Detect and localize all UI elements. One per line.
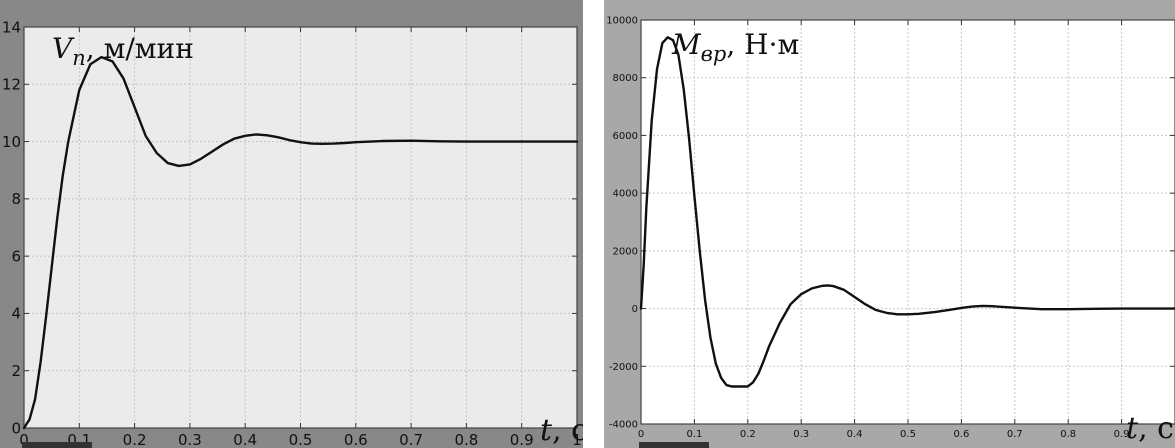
- y-axis-label: Mвр, Н·м: [671, 28, 799, 66]
- x-tick-label: 0.6: [344, 431, 368, 448]
- y-tick-label: -2000: [609, 362, 638, 373]
- x-tick-label: 0.4: [233, 431, 257, 448]
- x-tick-label: 0: [638, 429, 644, 440]
- y-tick-label: 6: [11, 247, 21, 265]
- y-tick-label: 12: [2, 76, 21, 94]
- y-tick-label: 8000: [613, 73, 638, 84]
- status-strip: [22, 442, 92, 448]
- x-tick-label: 0.5: [289, 431, 313, 448]
- x-tick-label: 0.9: [1114, 429, 1130, 440]
- series-line: [22, 55, 579, 430]
- plot-border: [640, 19, 1175, 425]
- x-tick-label: 0.1: [686, 429, 702, 440]
- y-tick-label: 14: [2, 18, 21, 36]
- x-tick-label: 0.5: [900, 429, 916, 440]
- y-tick-label: 8: [11, 190, 21, 208]
- y-tick-label: 0: [11, 419, 21, 437]
- y-tick-label: -4000: [609, 420, 638, 431]
- y-axis-label: Vn, м/мин: [52, 32, 194, 70]
- y-tick-label: 4: [11, 305, 21, 323]
- x-tick-label: 0.2: [740, 429, 756, 440]
- series-line: [639, 36, 1175, 388]
- x-tick-label: 0.8: [454, 431, 478, 448]
- x-tick-label: 0.9: [510, 431, 534, 448]
- x-tick-label: 0: [19, 431, 29, 448]
- x-tick-label: 0.6: [953, 429, 969, 440]
- x-tick-label: 0.4: [847, 429, 863, 440]
- y-tick-label: 4000: [613, 189, 638, 200]
- y-tick-label: 10: [2, 133, 21, 151]
- y-tick-label: 0: [632, 304, 638, 315]
- status-strip: [639, 442, 709, 448]
- x-tick-label: 0.7: [1007, 429, 1023, 440]
- x-tick-label: 1: [572, 431, 582, 448]
- y-tick-label: 2000: [613, 246, 638, 257]
- y-tick-label: 10000: [606, 16, 638, 27]
- velocity-chart: 0 0.1 0.2 0.3 0.4 0.5 0.6 0.7 0.8 0.9 102468101214…: [0, 0, 583, 448]
- x-tick-label: 0.7: [399, 431, 423, 448]
- plot-border: [23, 26, 578, 429]
- x-tick-label: 0.8: [1060, 429, 1076, 440]
- x-tick-label: 0.2: [123, 431, 147, 448]
- x-axis-label: t, c: [540, 413, 583, 448]
- y-tick-label: 2: [11, 362, 21, 380]
- torque-chart: 0 0.1 0.2 0.3 0.4 0.5 0.6 0.7 0.8 0.9 -4000 -2000 0 2…: [604, 0, 1175, 448]
- x-tick-label: 0.3: [178, 431, 202, 448]
- x-axis-label: t, c: [1126, 411, 1174, 446]
- y-tick-label: 6000: [613, 131, 638, 142]
- x-tick-label: 0.3: [793, 429, 809, 440]
